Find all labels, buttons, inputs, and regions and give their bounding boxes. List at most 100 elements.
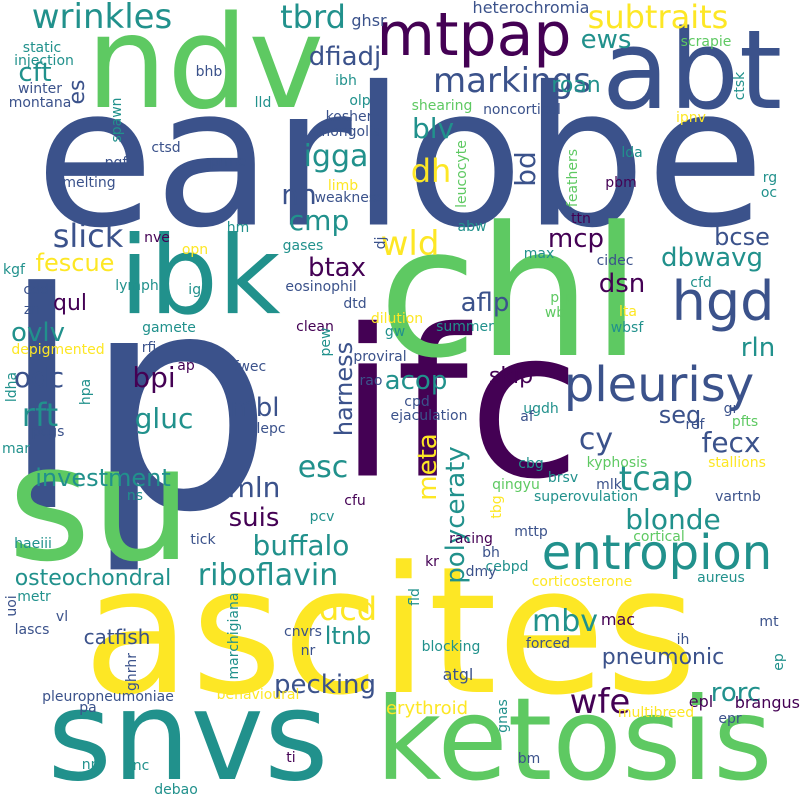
cloud-word: dmy	[465, 564, 497, 580]
cloud-word: acop	[384, 366, 448, 396]
cloud-word: ns	[126, 488, 144, 504]
cloud-word: injection	[14, 53, 74, 69]
cloud-word: epr	[718, 711, 742, 727]
cloud-word: dh	[410, 152, 452, 190]
cloud-word: wb	[544, 305, 566, 321]
cloud-word: lascs	[14, 622, 50, 638]
cloud-word: ctsk	[732, 71, 748, 101]
cloud-word: feathers	[565, 148, 581, 208]
cloud-word: bhb	[195, 64, 223, 80]
cloud-word: dj	[373, 236, 389, 250]
cloud-word: opn	[181, 242, 209, 258]
cloud-word: rorc	[710, 678, 762, 708]
cloud-word: weakness	[314, 190, 384, 206]
cloud-word: bcse	[714, 223, 770, 251]
cloud-word: mongolia	[316, 124, 382, 140]
cloud-word: blv	[411, 112, 455, 145]
cloud-word: melting	[62, 175, 116, 191]
cloud-word: hpa	[78, 378, 94, 406]
cloud-word: su	[7, 410, 193, 597]
cloud-word: seq	[658, 401, 702, 429]
cloud-word: racing	[449, 531, 493, 547]
cloud-word: ipnv	[676, 110, 706, 126]
cloud-word: eosinophil	[285, 279, 357, 295]
cloud-word: pgf	[104, 155, 128, 171]
cloud-word: ghrhr	[124, 653, 140, 691]
cloud-word: blocking	[421, 639, 481, 655]
cloud-word: wrinkles	[31, 0, 173, 37]
cloud-word: ctsd	[151, 140, 181, 156]
cloud-word: pcgs	[31, 424, 65, 440]
cloud-word: pa	[79, 700, 97, 716]
cloud-word: ttn	[571, 211, 591, 227]
cloud-word: ascites	[82, 529, 698, 734]
cloud-word: catfish	[83, 625, 151, 649]
cloud-word: rfi	[141, 340, 157, 356]
cloud-word: cidec	[596, 253, 634, 269]
cloud-word: gamete	[142, 320, 196, 336]
cloud-word: stallions	[708, 455, 766, 471]
cloud-word: odc	[13, 361, 65, 394]
cloud-word: wld	[380, 224, 440, 264]
cloud-word: dcd	[318, 590, 378, 628]
cloud-word: cpd	[404, 394, 430, 410]
cloud-word: static	[22, 40, 62, 56]
cloud-word: snvs	[47, 665, 329, 800]
cloud-word: noncortical	[483, 102, 561, 118]
cloud-word: vartnb	[715, 489, 761, 505]
cloud-word: gluc	[134, 402, 194, 435]
cloud-word: olp	[349, 93, 371, 109]
cloud-word: ibh	[335, 73, 357, 89]
cloud-word: wbsf	[610, 320, 644, 336]
cloud-word: ndv	[85, 0, 325, 138]
cloud-word: proviral	[353, 349, 407, 365]
cloud-word: wfe	[569, 682, 631, 722]
cloud-word: mac	[600, 610, 636, 629]
cloud-word: gr	[723, 401, 739, 417]
cloud-word: rft	[21, 396, 59, 434]
cloud-word: heterochromia	[472, 0, 590, 17]
cloud-word: qul	[52, 291, 88, 316]
cloud-word: erythroid	[385, 698, 469, 719]
cloud-word: knc	[124, 758, 150, 774]
cloud-word: cy	[578, 422, 614, 457]
cloud-word: ews	[580, 25, 632, 55]
cloud-word: vl	[55, 609, 69, 625]
cloud-word: scrapie	[680, 34, 732, 50]
cloud-word: suis	[228, 503, 280, 533]
cloud-word: abw	[457, 219, 487, 235]
cloud-word: mtpap	[376, 0, 572, 70]
cloud-word: lda	[621, 145, 643, 161]
cloud-word: depigmented	[11, 342, 105, 358]
cloud-word: bm	[517, 751, 541, 767]
cloud-word: pneumonic	[601, 645, 725, 670]
cloud-word: ketosis	[375, 673, 773, 800]
cloud-word: ugdh	[523, 401, 559, 417]
cloud-word: cmp	[288, 204, 350, 237]
cloud-word: pbm	[605, 175, 637, 191]
cloud-word: mt	[759, 614, 779, 630]
cloud-word: winter	[17, 81, 63, 97]
cloud-word: gw	[384, 324, 406, 340]
cloud-word: zn	[23, 302, 41, 318]
cloud-word: mar	[2, 441, 30, 457]
cloud-word: dsn	[598, 269, 646, 299]
cloud-word: rg	[762, 170, 778, 186]
cloud-word: pfts	[731, 414, 759, 430]
cloud-word: nr	[300, 643, 316, 659]
cloud-word: osteochondral	[14, 566, 172, 591]
cloud-word: ghsr	[351, 11, 387, 30]
cloud-word: ltnb	[324, 622, 372, 650]
cloud-word: tcap	[618, 459, 694, 499]
cloud-word: aflp	[460, 288, 510, 318]
cloud-word: bh	[482, 545, 500, 561]
cloud-word: lta	[619, 304, 637, 320]
cloud-word: rao	[359, 373, 383, 389]
cloud-word: kgf	[3, 262, 25, 278]
cloud-word: mln	[227, 471, 281, 504]
cloud-word: mcp	[547, 224, 605, 254]
cloud-word: nve	[144, 230, 170, 246]
cloud-word: cebpd	[485, 559, 529, 575]
cloud-word: mttp	[514, 524, 548, 540]
